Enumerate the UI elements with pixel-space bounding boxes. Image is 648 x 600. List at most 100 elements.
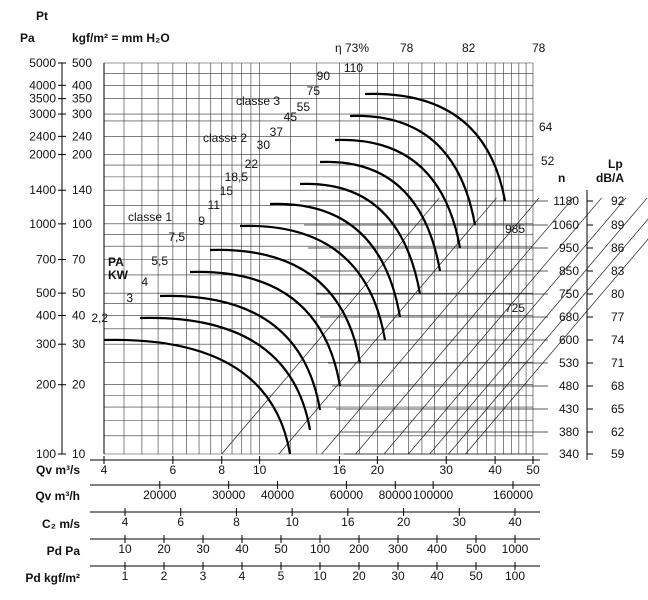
- system-line-2: [321, 197, 540, 455]
- pd-kgf-axis-tick-label-2: 3: [200, 569, 207, 583]
- noise-tick-label-9: 65: [611, 402, 625, 416]
- noise-tick-label-6: 74: [611, 333, 625, 347]
- axis-layer: [58, 62, 593, 570]
- pa-tick-label-8: 700: [36, 253, 56, 267]
- Qvh-axis-tick-label-4: 80000: [379, 488, 413, 502]
- class-2-label: classe 2: [203, 131, 247, 145]
- fan-curve-5: [239, 224, 387, 341]
- efficiency-label-82: 82: [462, 41, 476, 55]
- Qv-axis-tick-label-8: 50: [526, 463, 540, 477]
- power-label-9: 15: [220, 184, 234, 198]
- pd-pa-axis-tick-label-9: 500: [466, 542, 486, 556]
- pd-pa-axis-tick-label-3: 40: [235, 542, 249, 556]
- noise-tick-label-5: 77: [611, 310, 625, 324]
- pd-kgf-axis-tick-label-3: 4: [239, 569, 246, 583]
- power-label-3: 55: [297, 100, 311, 114]
- Qv-axis-tick-label-5: 20: [371, 463, 385, 477]
- speed-tick-label-11: 340: [559, 447, 579, 461]
- fan-curve-2: [159, 294, 322, 411]
- efficiency-label-78b: 78: [532, 41, 546, 55]
- class-1-label: classe 1: [128, 210, 172, 224]
- text-layer: Pt Pa kgf/m² = mm H₂O n Lp dB/A PA KW cl…: [20, 9, 625, 585]
- fan-curve-0: [103, 338, 292, 455]
- pa-tick-label-12: 200: [36, 378, 56, 392]
- fan-curve-8: [319, 160, 442, 272]
- noise-tick-label-3: 83: [611, 264, 625, 278]
- speed-tick-label-4: 750: [559, 287, 579, 301]
- power-label-11: 9: [198, 214, 205, 228]
- Qv-axis-tick-label-4: 16: [333, 463, 347, 477]
- speed-tick-label-6: 600: [559, 333, 579, 347]
- power-label-1: 90: [317, 69, 331, 83]
- pd-pa-axis-tick-label-4: 50: [274, 542, 288, 556]
- noise-tick-label-1: 89: [611, 218, 625, 232]
- noise-axis-title: Lp: [608, 157, 623, 171]
- speed-annotation-725: 725: [505, 301, 525, 315]
- Qv-axis-tick-label-7: 40: [488, 463, 502, 477]
- fan-curve-9: [334, 138, 462, 249]
- pd-kgf-axis-tick-label-4: 5: [278, 569, 285, 583]
- c2-axis-tick-label-2: 8: [233, 515, 240, 529]
- kgf-tick-label-12: 20: [72, 378, 86, 392]
- Qvh-axis-tick-label-3: 60000: [330, 488, 364, 502]
- power-label-8: 18,5: [225, 170, 249, 184]
- pa-tick-label-9: 500: [36, 286, 56, 300]
- pa-tick-label-3: 3000: [29, 107, 56, 121]
- power-label-15: 3: [126, 291, 133, 305]
- Qv-axis-tick-label-6: 30: [440, 463, 454, 477]
- efficiency-label-64: 64: [539, 120, 553, 134]
- pd-pa-axis-tick-label-5: 100: [310, 542, 330, 556]
- pd-kgf-axis-tick-label-9: 50: [469, 569, 483, 583]
- pd-kgf-axis-tick-label-1: 2: [161, 569, 168, 583]
- pd-pa-axis-tick-label-8: 400: [427, 542, 447, 556]
- pa-tick-label-6: 1400: [29, 183, 56, 197]
- kgf-axis-title: kgf/m² = mm H₂O: [72, 31, 170, 45]
- kgf-tick-label-0: 500: [72, 56, 92, 70]
- pd-kgf-axis-tick-label-8: 40: [430, 569, 444, 583]
- fan-curve-1: [139, 316, 312, 431]
- pd-kgf-axis-tick-label-6: 20: [352, 569, 366, 583]
- c2-axis-tick-label-4: 16: [341, 515, 355, 529]
- pa-axis-title: Pa: [20, 31, 35, 45]
- curve-layer: [103, 92, 548, 455]
- speed-tick-label-10: 380: [559, 425, 579, 439]
- efficiency-label-52: 52: [541, 154, 555, 168]
- pd-pa-axis-tick-label-2: 30: [196, 542, 210, 556]
- noise-tick-label-7: 71: [611, 356, 625, 370]
- speed-tick-label-1: 1060: [552, 218, 579, 232]
- pa-tick-label-2: 3500: [29, 92, 56, 106]
- kgf-tick-label-11: 30: [72, 337, 86, 351]
- speed-tick-label-9: 430: [559, 402, 579, 416]
- pd-pa-axis-tick-label-1: 20: [157, 542, 171, 556]
- system-line-8: [465, 238, 648, 455]
- pa-tick-label-0: 5000: [29, 56, 56, 70]
- kgf-tick-label-13: 10: [72, 447, 86, 461]
- pd-kgf-axis-tick-label-7: 30: [391, 569, 405, 583]
- power-label-0: 110: [344, 61, 363, 75]
- pa-tick-label-4: 2400: [29, 129, 56, 143]
- pd-kgf-axis-tick-label-5: 10: [313, 569, 327, 583]
- c2-axis-title: C₂ m/s: [42, 517, 80, 531]
- kgf-tick-label-2: 350: [72, 92, 92, 106]
- Qv-axis-tick-label-1: 6: [170, 463, 177, 477]
- pa-tick-label-7: 1000: [29, 217, 56, 231]
- kgf-tick-label-10: 40: [72, 308, 86, 322]
- speed-tick-label-7: 530: [559, 356, 579, 370]
- pa-tick-label-11: 300: [36, 337, 56, 351]
- power-label-6: 30: [257, 138, 271, 152]
- pd-pa-axis-tick-label-6: 200: [349, 542, 369, 556]
- Qv-axis-tick-label-3: 10: [253, 463, 267, 477]
- Qvh-axis-tick-label-6: 160000: [493, 488, 533, 502]
- noise-tick-label-4: 80: [611, 287, 625, 301]
- power-label-13: 5,5: [151, 254, 168, 268]
- efficiency-label-73: η 73%: [335, 41, 369, 55]
- noise-tick-label-2: 86: [611, 241, 625, 255]
- power-label-14: 4: [141, 275, 148, 289]
- speed-axis-title: n: [558, 171, 565, 185]
- kgf-tick-label-7: 100: [72, 217, 92, 231]
- pd-kgf-axis-tick-label-10: 100: [505, 569, 525, 583]
- speed-tick-label-0: 1180: [553, 194, 579, 208]
- pa-tick-label-5: 2000: [29, 148, 56, 162]
- system-line-5: [408, 197, 627, 455]
- Qvh-axis-title: Qv m³/h: [35, 489, 80, 503]
